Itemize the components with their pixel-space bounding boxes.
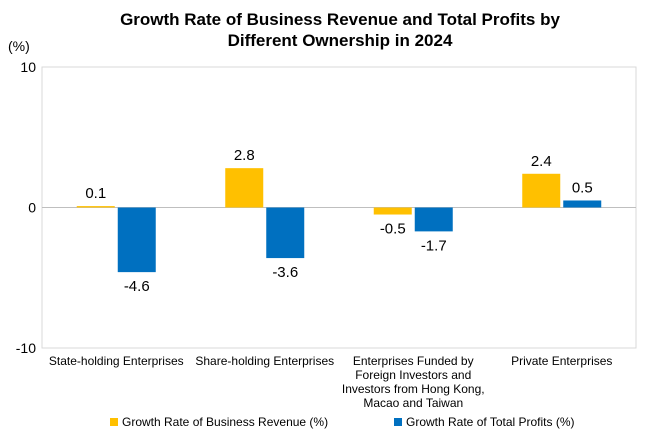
bar-series-2-cat-1 [117,207,156,273]
category-label-3-line-4: Macao and Taiwan [363,396,463,410]
chart-title-line-1: Growth Rate of Business Revenue and Tota… [120,10,560,29]
chart-title-line-2: Different Ownership in 2024 [228,31,453,50]
category-label-3-line-1: Enterprises Funded by [353,354,474,368]
data-label-series-2-cat-3: -1.7 [421,237,447,254]
data-label-series-1-cat-3: -0.5 [380,221,406,238]
legend-label-1: Growth Rate of Business Revenue (%) [122,415,328,429]
x-axis: State-holding Enterprises Share-holding E… [49,354,613,410]
data-label-series-2-cat-2: -3.6 [272,264,298,281]
y-axis-unit-label: (%) [8,38,30,54]
bar-series-2-cat-3 [414,207,453,232]
bar-series-1-cat-2 [225,168,264,208]
category-label-3-line-3: Investors from Hong Kong, [342,382,485,396]
bar-series-1-cat-4 [522,173,561,208]
data-labels: 0.1 2.8 -0.5 2.4 -4.6 -3.6 -1.7 0.5 [85,147,592,295]
data-label-series-1-cat-4: 2.4 [531,153,552,170]
category-label-4-line-1: Private Enterprises [511,354,612,368]
data-label-series-2-cat-1: -4.6 [124,278,150,295]
data-label-series-1-cat-2: 2.8 [234,147,255,164]
legend: Growth Rate of Business Revenue (%) Growt… [110,415,575,429]
category-label-1-line-1: State-holding Enterprises [49,354,184,368]
y-tick-label: 10 [20,59,36,75]
bar-series-1-cat-3 [373,207,412,215]
data-label-series-1-cat-1: 0.1 [85,185,106,202]
bar-series-2-cat-4 [563,200,602,208]
bars [76,168,602,273]
y-tick-label: 0 [28,200,36,216]
legend-swatch-2 [394,418,402,426]
data-label-series-2-cat-4: 0.5 [572,179,593,196]
bar-series-1-cat-1 [76,206,115,208]
category-label-2-line-1: Share-holding Enterprises [195,354,334,368]
legend-label-2: Growth Rate of Total Profits (%) [406,415,575,429]
bar-series-2-cat-2 [266,207,305,259]
category-label-3-line-2: Foreign Investors and [355,368,471,382]
legend-swatch-1 [110,418,118,426]
y-tick-label: -10 [16,340,36,356]
y-axis: 10 0 -10 [16,59,36,356]
